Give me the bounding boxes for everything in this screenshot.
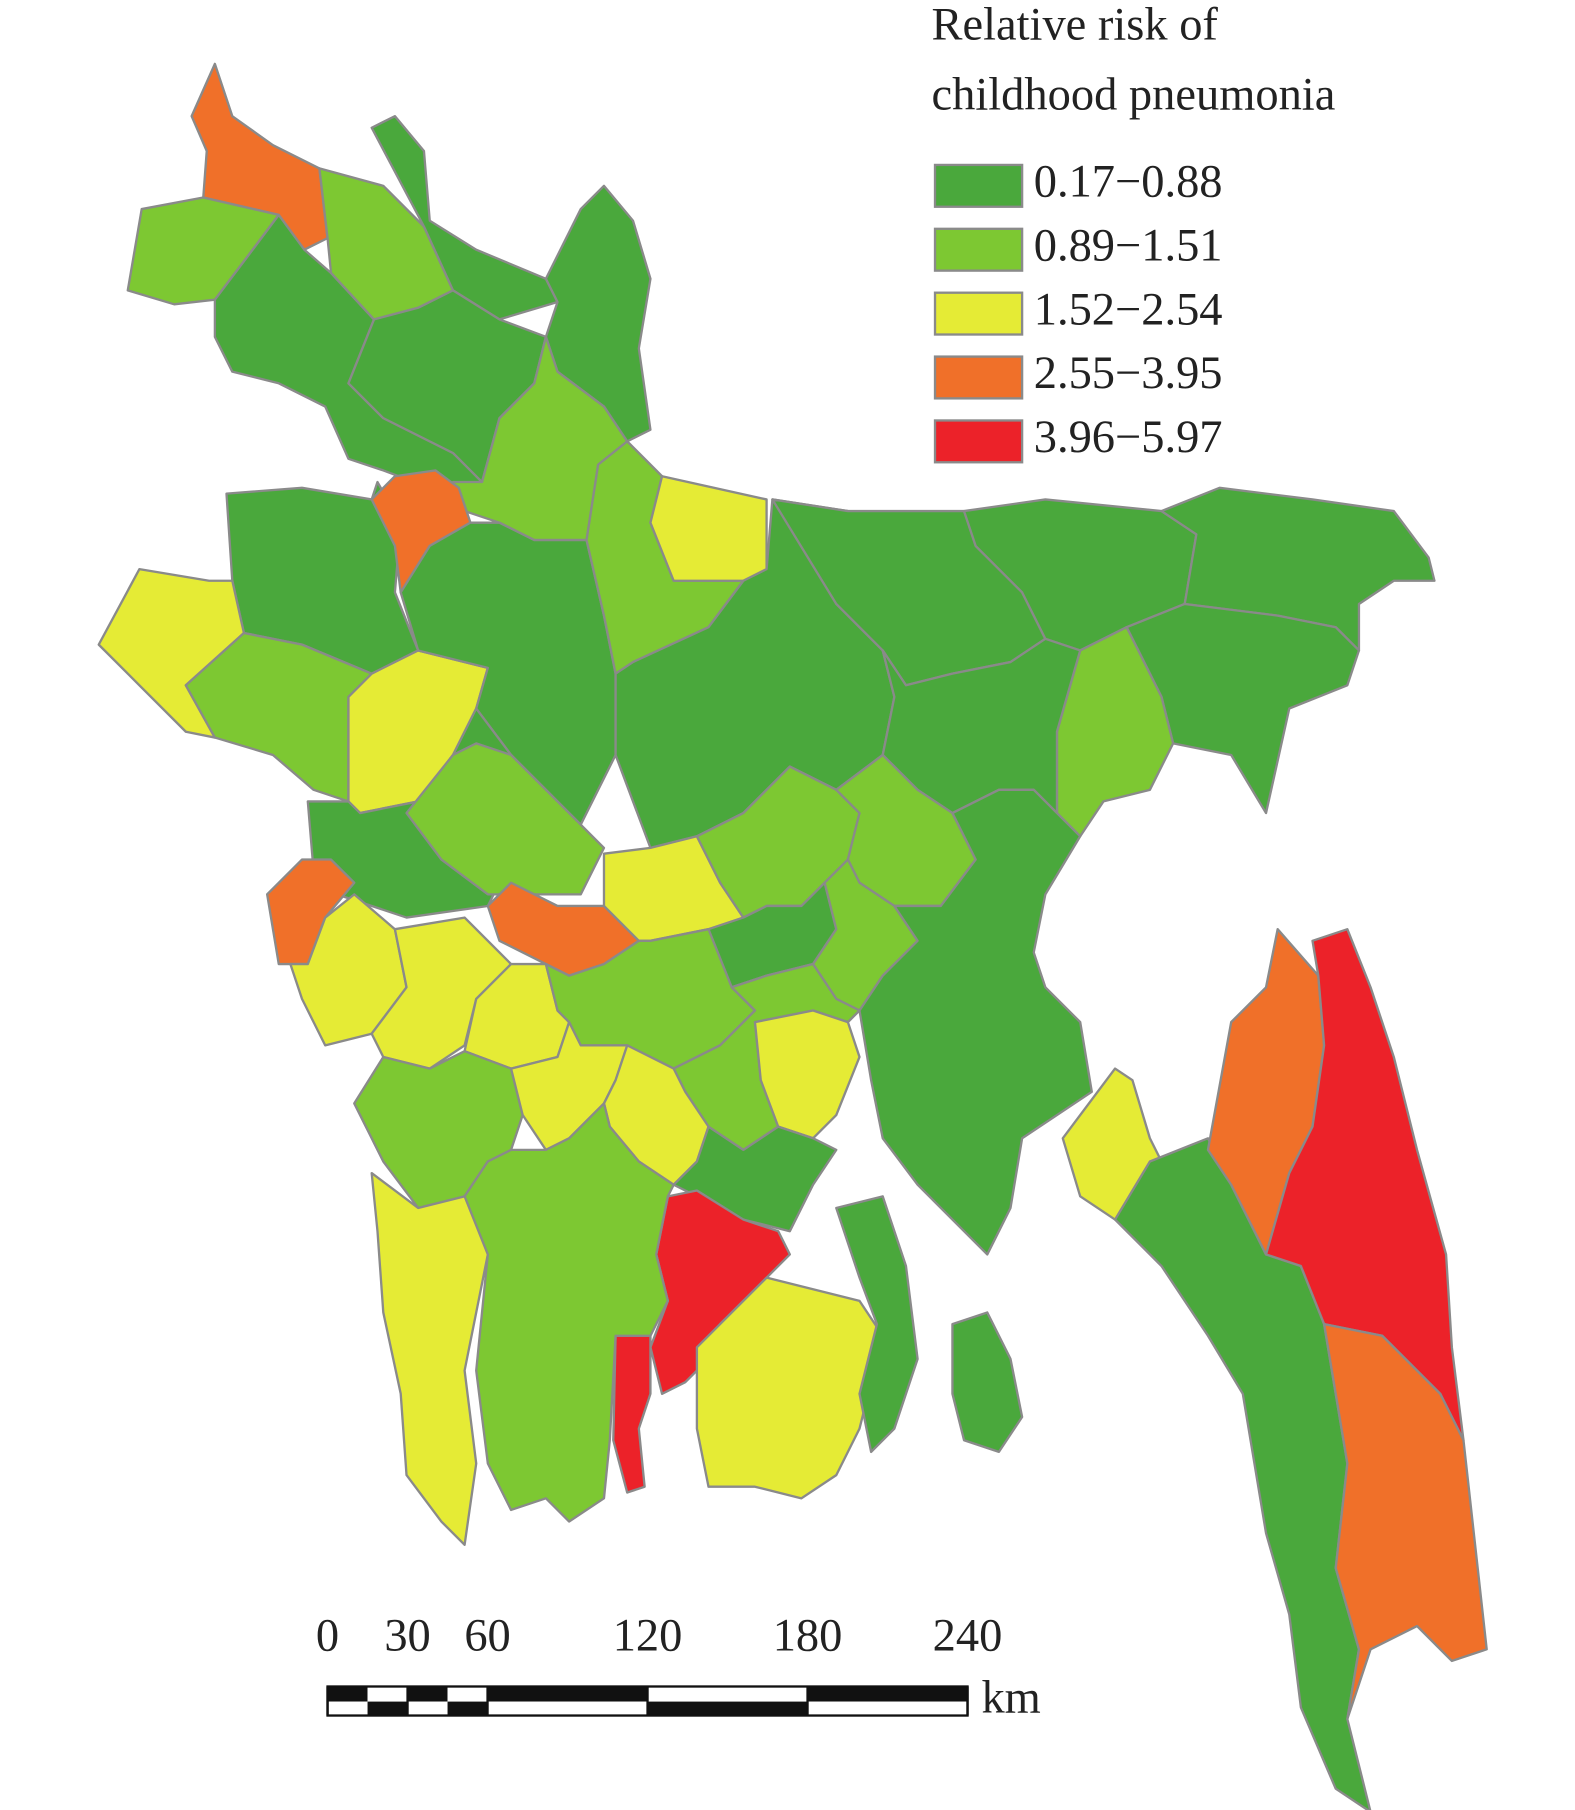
district <box>405 742 606 896</box>
scale-segment <box>807 1701 968 1716</box>
district <box>463 1102 675 1523</box>
district <box>265 858 356 966</box>
scale-segment <box>327 1701 368 1716</box>
legend-label: 3.96−5.97 <box>1034 412 1223 463</box>
scale-segment <box>487 1701 648 1716</box>
scale-tick-label: 120 <box>613 1611 683 1662</box>
scale-tick-label: 0 <box>316 1611 339 1662</box>
district <box>370 916 513 1070</box>
legend: Relative risk of childhood pneumonia 0.17−… <box>932 0 1336 464</box>
district <box>951 1311 1024 1454</box>
legend-swatch <box>933 355 1024 400</box>
legend-swatch <box>933 419 1024 464</box>
scale-unit: km <box>981 1672 1040 1723</box>
scale-segment <box>647 1686 808 1702</box>
district <box>858 788 1093 1256</box>
scale-segment <box>407 1686 448 1702</box>
scale-segment <box>447 1686 488 1702</box>
legend-label: 0.17−0.88 <box>1034 156 1223 207</box>
scale-tick-label: 30 <box>384 1611 430 1662</box>
districts <box>97 62 1488 1810</box>
district <box>612 1334 652 1494</box>
district <box>370 1160 489 1546</box>
scale-segment <box>327 1686 368 1702</box>
scale-tick-label: 60 <box>464 1611 510 1662</box>
scale-segment <box>447 1701 488 1716</box>
scale-segment <box>487 1686 648 1702</box>
scale-segment <box>367 1701 408 1716</box>
district <box>835 1195 919 1454</box>
district <box>1322 1322 1488 1721</box>
scale-segment <box>647 1701 808 1716</box>
map-area: Relative risk of childhood pneumonia 0.17−… <box>97 0 1488 1810</box>
legend-title: childhood pneumonia <box>932 69 1336 120</box>
legend-swatch <box>933 163 1024 208</box>
legend-title: Relative risk of <box>932 0 1219 51</box>
scale-tick-label: 240 <box>933 1611 1003 1662</box>
legend-swatch <box>933 291 1024 336</box>
legend-swatch <box>933 227 1024 272</box>
district <box>753 1009 861 1140</box>
district <box>695 1276 884 1500</box>
scale-bar: 0 30 60 120 180 240 km <box>316 1611 1041 1724</box>
scale-segment <box>807 1686 968 1702</box>
legend-label: 2.55−3.95 <box>1034 348 1223 399</box>
scale-tick-label: 180 <box>773 1611 843 1662</box>
scale-segment <box>407 1701 448 1716</box>
scale-segment <box>367 1686 408 1702</box>
legend-label: 1.52−2.54 <box>1034 284 1223 335</box>
district <box>649 475 768 582</box>
legend-label: 0.89−1.51 <box>1034 220 1223 271</box>
